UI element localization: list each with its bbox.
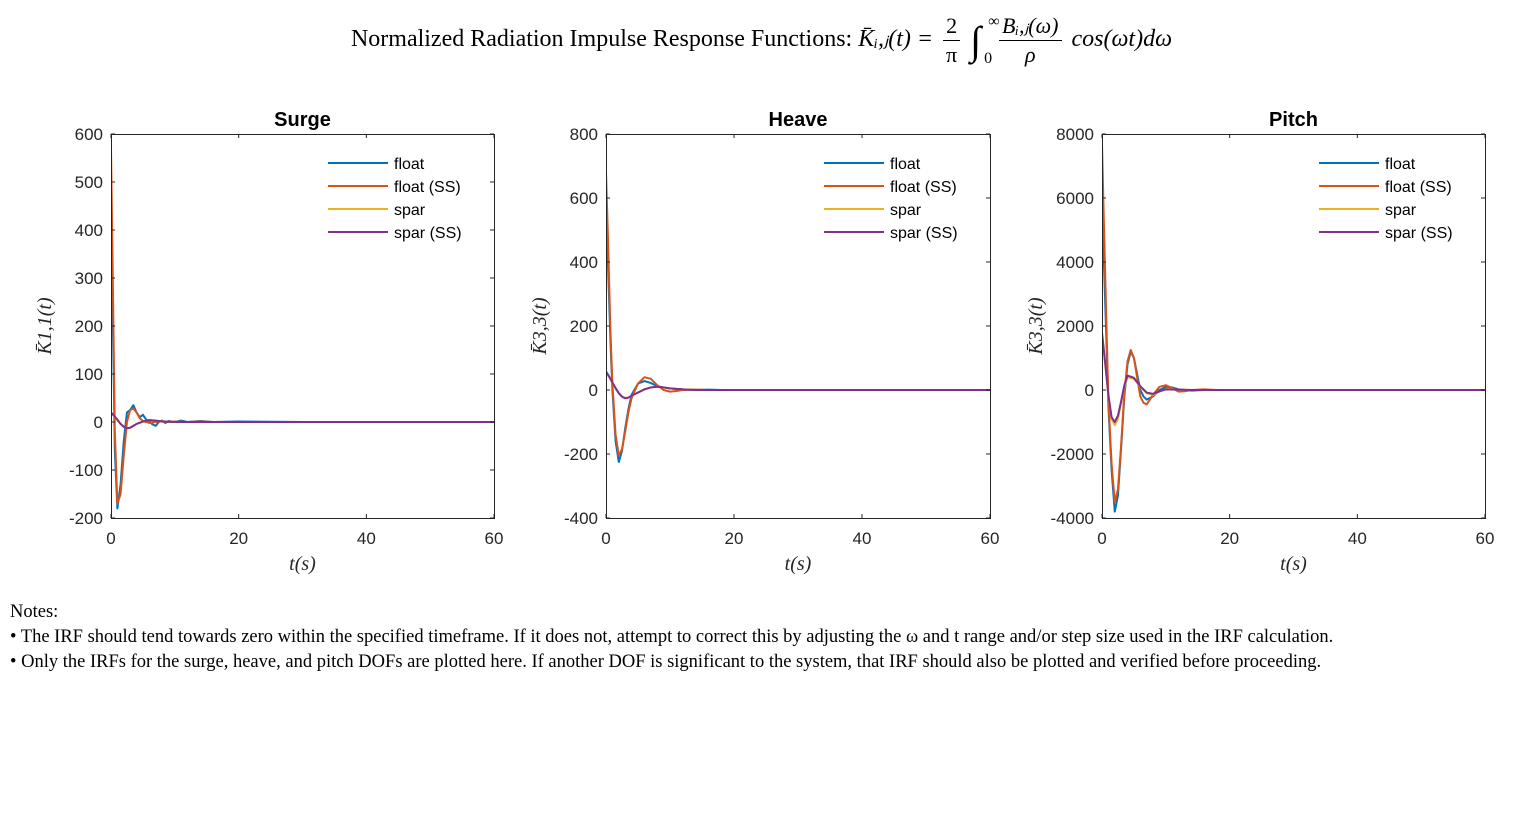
series-line-spar [1102, 335, 1485, 427]
y-tick-label: 4000 [1056, 253, 1094, 272]
y-tick-label: 8000 [1056, 125, 1094, 144]
series-line-float [111, 205, 494, 510]
legend-entry: float (SS) [890, 179, 957, 196]
y-tick-label: 600 [570, 189, 598, 208]
y-tick-label: -4000 [1051, 509, 1094, 528]
legend-entry: float [1385, 156, 1416, 173]
y-tick-label: -400 [564, 509, 598, 528]
x-tick-label: 40 [853, 529, 872, 548]
x-axis-label: t(s) [289, 553, 316, 575]
series-line-spar-ss [111, 411, 494, 430]
y-tick-label: 0 [1085, 381, 1094, 400]
x-tick-label: 20 [229, 529, 248, 548]
integral-sign: ∫ ∞ 0 [970, 13, 1000, 67]
fraction-2-numerator: Bᵢ,ⱼ(ω) [999, 12, 1062, 41]
figure-title-fraction-2: Bᵢ,ⱼ(ω) ρ [999, 12, 1062, 69]
y-tick-label: 0 [589, 381, 598, 400]
y-tick-label: 200 [75, 317, 103, 336]
y-tick-label: 200 [570, 317, 598, 336]
figure-title-lhs: K̄ᵢ,ⱼ(t) = [858, 26, 934, 53]
y-tick-label: 6000 [1056, 189, 1094, 208]
x-axis-label: t(s) [1280, 553, 1307, 575]
legend-entry: float (SS) [394, 179, 461, 196]
legend-entry: spar [890, 202, 922, 219]
series-line-spar-ss [1102, 332, 1485, 423]
note-item-1: • The IRF should tend towards zero withi… [10, 627, 1334, 647]
x-tick-label: 20 [1220, 529, 1239, 548]
y-axis-label: K̄1,1(t) [34, 297, 56, 356]
integral-upper-bound: ∞ [988, 13, 1000, 30]
figure-title: Normalized Radiation Impulse Response Fu… [0, 12, 1523, 69]
figure-title-tail: cos(ωt)dω [1071, 26, 1173, 53]
x-tick-label: 0 [106, 529, 115, 548]
series-line-spar-ss [606, 370, 990, 400]
y-tick-label: 2000 [1056, 317, 1094, 336]
series-line-spar [606, 371, 990, 399]
chart-title: Pitch [1269, 109, 1318, 131]
series-line-float-ss [606, 172, 990, 457]
y-tick-label: 500 [75, 173, 103, 192]
series-line-float-ss [1102, 143, 1485, 503]
notes-section: Notes: • The IRF should tend towards zer… [10, 600, 1500, 675]
chart-pitch: Pitch 0 20 40 60 -4000 -2000 0 2000 4000 6000 8000 t… [1025, 109, 1494, 575]
x-tick-label: 60 [1476, 529, 1495, 548]
chart-title: Heave [769, 109, 828, 131]
legend-entry: spar [394, 202, 426, 219]
y-tick-label: 600 [75, 125, 103, 144]
x-tick-label: 40 [1348, 529, 1367, 548]
figure-title-text: Normalized Radiation Impulse Response Fu… [350, 26, 853, 53]
chart-surge: Surge 0 20 40 60 -200 -100 0 100 200 300 400 500 600 t… [34, 109, 503, 575]
y-tick-label: -2000 [1051, 445, 1094, 464]
fraction-2-denominator: ρ [1024, 42, 1036, 67]
y-tick-label: -100 [69, 461, 103, 480]
series-line-float [606, 210, 990, 463]
fraction-1-numerator: 2 [943, 12, 961, 41]
y-axis-label: K̄3,3(t) [1025, 297, 1047, 356]
legend-entry: spar (SS) [394, 225, 462, 242]
chart-heave: Heave 0 20 40 60 -400 -200 0 200 400 600 800 t(s) K̄3… [529, 109, 999, 575]
x-tick-label: 60 [485, 529, 504, 548]
note-item-2: • Only the IRFs for the surge, heave, an… [10, 652, 1322, 672]
y-tick-label: 0 [94, 413, 103, 432]
y-tick-label: 400 [75, 221, 103, 240]
legend-entry: spar (SS) [1385, 225, 1453, 242]
y-tick-label: 100 [75, 365, 103, 384]
integral-lower-bound: 0 [984, 50, 993, 67]
y-tick-label: -200 [69, 509, 103, 528]
x-tick-label: 40 [357, 529, 376, 548]
y-tick-label: 300 [75, 269, 103, 288]
legend-entry: float [394, 156, 425, 173]
fraction-1-denominator: π [946, 42, 958, 67]
series-line-float-ss [111, 148, 494, 505]
legend-entry: spar [1385, 202, 1417, 219]
x-tick-label: 20 [725, 529, 744, 548]
y-tick-label: 800 [570, 125, 598, 144]
legend-entry: spar (SS) [890, 225, 958, 242]
x-tick-label: 0 [601, 529, 610, 548]
legend-entry: float [890, 156, 921, 173]
y-axis-label: K̄3,3(t) [529, 297, 551, 356]
legend-entry: float (SS) [1385, 179, 1452, 196]
notes-heading: Notes: [10, 602, 59, 622]
y-tick-label: -200 [564, 445, 598, 464]
x-axis-label: t(s) [785, 553, 812, 575]
chart-title: Surge [274, 109, 331, 131]
x-tick-label: 60 [981, 529, 1000, 548]
x-tick-label: 0 [1097, 529, 1106, 548]
y-tick-label: 400 [570, 253, 598, 272]
